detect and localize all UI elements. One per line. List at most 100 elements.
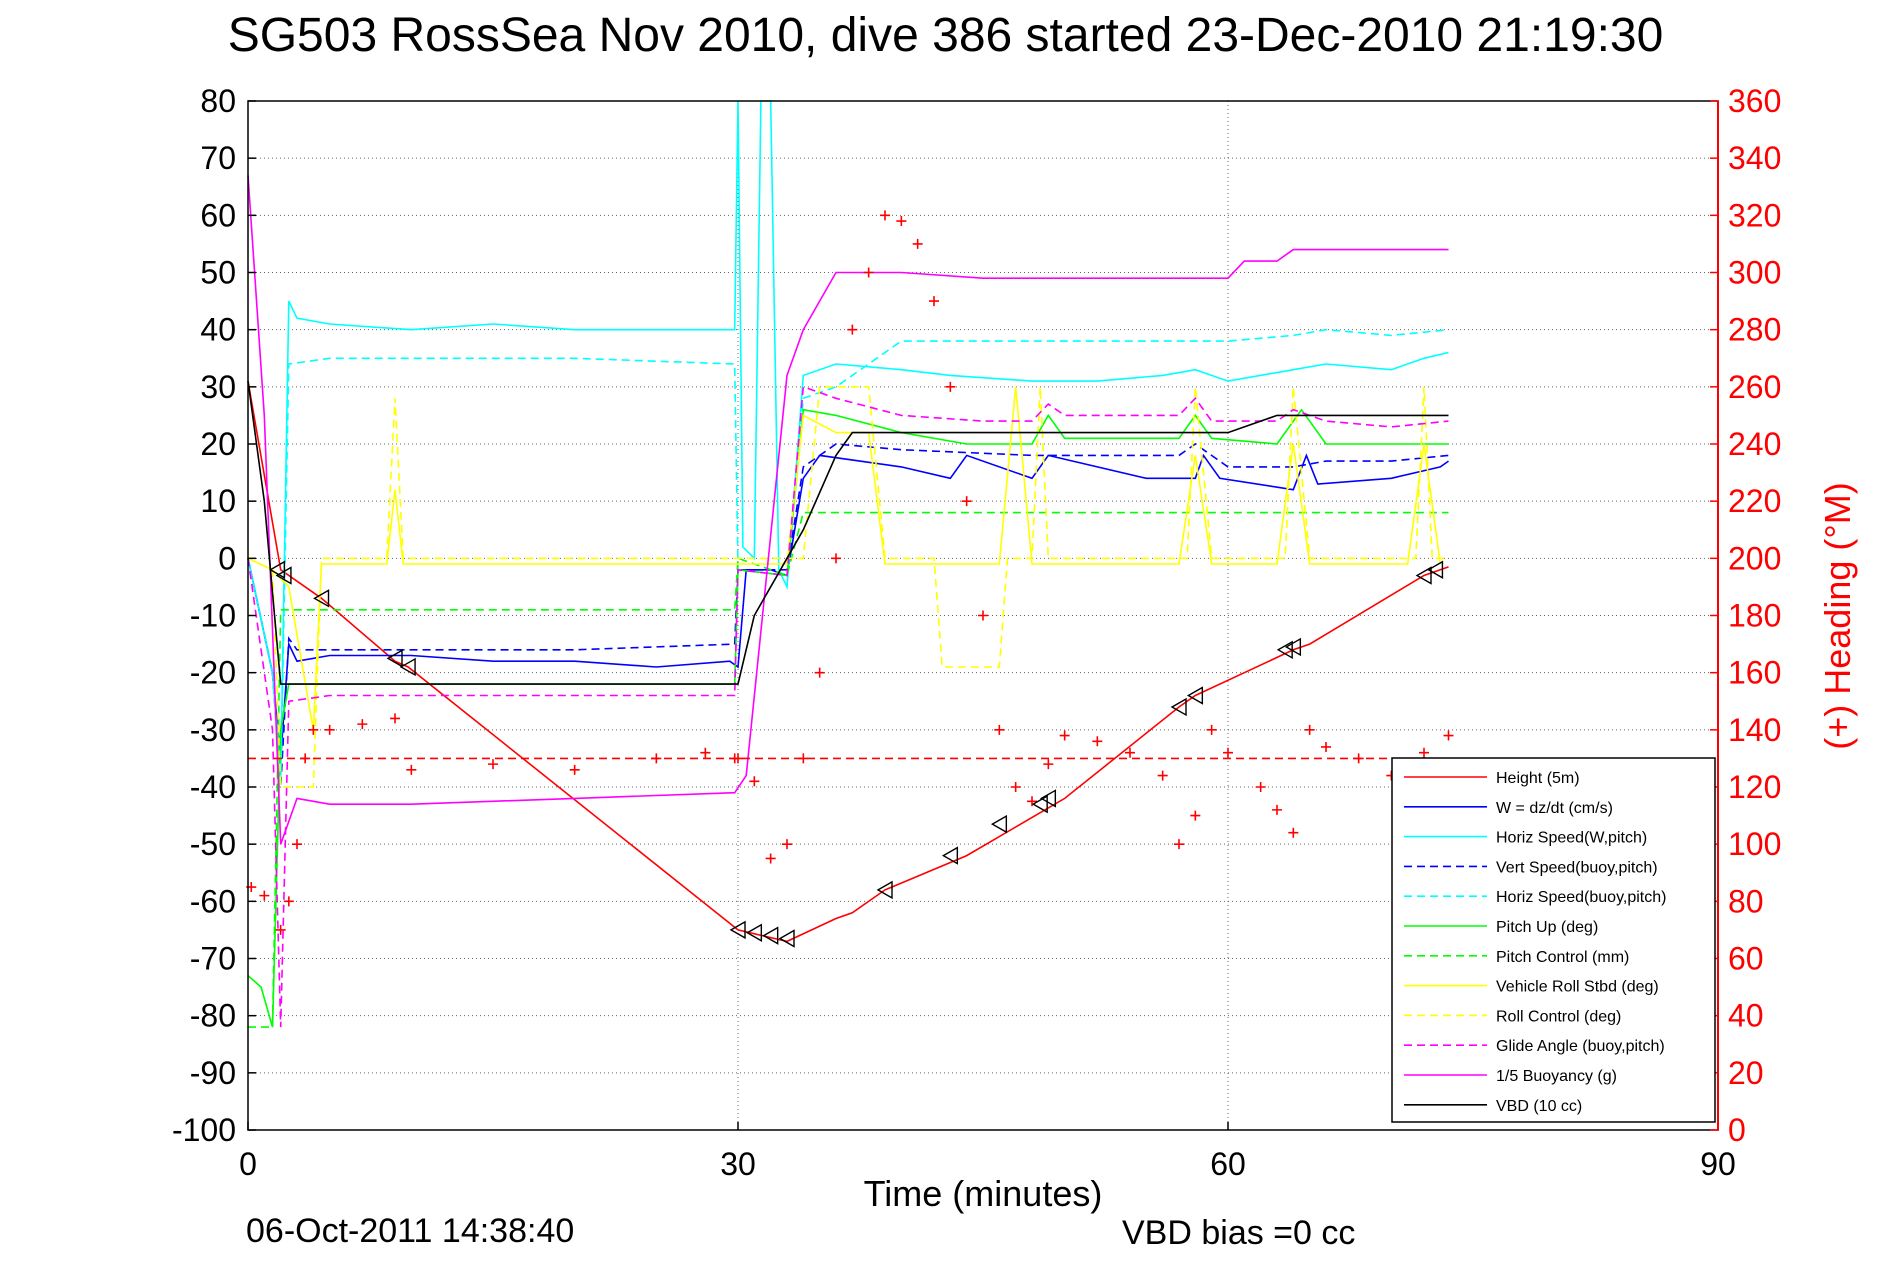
series-vert-speed-buoy-pitch [247,443,1449,788]
height-triangle-marker [1170,697,1187,717]
heading-marker [1272,804,1282,815]
y-right-tick-label: 100 [1728,826,1781,862]
heading-marker [847,324,858,335]
heading-marker [1010,782,1021,792]
y-tick-label: -20 [190,655,236,691]
series-roll-control-deg [247,386,1449,788]
y-tick-label: 60 [200,197,236,233]
y-right-tick-label: 80 [1728,883,1764,919]
heading-marker [1223,747,1233,758]
series-pitch-up-deg [247,408,1449,1028]
heading-marker [945,381,956,392]
y-tick-label: 10 [200,483,236,519]
height-triangle-marker [1415,566,1432,585]
y-tick-label: -40 [190,769,236,805]
y-tick-label: 80 [200,83,236,119]
y-tick-label: -50 [190,826,236,862]
heading-marker [1092,736,1103,747]
height-markers [268,560,1444,948]
heading-marker [308,724,319,735]
heading-marker [390,713,400,724]
heading-marker [1419,747,1429,758]
height-triangle-marker [762,926,779,945]
legend: Height (5m) W = dz/dt (cm/s) Horiz Speed(W… [1391,757,1716,1123]
heading-marker [929,296,939,307]
legend-label: VBD (10 cc) [1496,1098,1582,1115]
y-tick-label: -70 [190,941,236,977]
legend-label: Horiz Speed(buoy,pitch) [1496,889,1666,906]
height-triangle-marker [876,880,893,900]
heading-marker [1206,724,1217,735]
legend-label: Vehicle Roll Stbd (deg) [1496,979,1659,996]
series-glide-angle-buoy-pitch [247,385,1449,1028]
heading-marker [749,776,760,787]
y-right-tick-label: 220 [1728,483,1781,519]
heading-marker [283,896,294,907]
series-heading [246,210,1454,935]
y-tick-label: 50 [200,255,236,291]
height-triangle-marker [1186,686,1204,705]
y-right-tick-label: 160 [1728,655,1781,691]
legend-label: Height (5m) [1496,770,1580,787]
heading-marker [765,853,776,864]
legend-label: Vert Speed(buoy,pitch) [1496,859,1658,876]
y-right-tick-label: 240 [1728,426,1781,462]
heading-marker [880,210,890,221]
heading-marker [357,719,368,730]
x-axis-label: Time (minutes) [864,1173,1103,1214]
y-tick-label: -60 [190,883,236,919]
legend-label: W = dz/dt (cm/s) [1496,800,1613,817]
heading-marker [863,267,874,278]
legend-label: 1/5 Buoyancy (g) [1496,1068,1617,1085]
height-triangle-marker [729,920,746,940]
height-triangle-marker [745,923,763,942]
heading-marker [912,238,923,249]
height-triangle-marker [268,560,286,579]
series-1-5-buoyancy-g [247,175,1449,845]
heading-marker [994,724,1005,735]
heading-marker [1255,782,1266,792]
heading-marker [1321,741,1331,752]
x-tick-label: 30 [720,1146,756,1182]
legend-box [1391,757,1716,1123]
y-tick-label: -10 [190,598,236,634]
series-horiz-speed-buoy-pitch [247,328,1449,788]
heading-marker [275,924,286,935]
x-tick-label: 90 [1700,1146,1736,1182]
heading-marker [896,216,907,227]
x-tick-label: 60 [1210,1146,1246,1182]
heading-marker [1125,747,1135,758]
legend-label: Horiz Speed(W,pitch) [1496,830,1647,847]
height-triangle-marker [941,846,959,865]
y-tick-label: 40 [200,312,236,348]
heading-marker [1190,810,1201,821]
y-right-tick-label: 140 [1728,712,1781,748]
y-right-tick-label: 280 [1728,312,1781,348]
x-tick-label: 0 [239,1146,257,1182]
vbd-bias-label: VBD bias =0 cc [1122,1214,1356,1252]
heading-marker [831,553,841,564]
y-right-tick-label: 180 [1728,598,1781,634]
height-triangle-marker [275,566,292,585]
height-triangle-marker [1284,637,1302,657]
y-right-tick-label: 120 [1728,769,1781,805]
heading-marker [814,667,825,678]
y-right-tick-label: 360 [1728,83,1781,119]
y-tick-label: 70 [200,140,236,176]
y-right-tick-label: 300 [1728,255,1781,291]
heading-marker [782,839,792,850]
heading-marker [259,890,270,901]
series-vbd-10-cc [247,380,1449,685]
heading-marker [700,747,711,758]
y-axis-right-label: (+) Heading (°M) [1817,482,1858,749]
height-triangle-marker [1031,794,1048,814]
height-triangle-marker [399,657,416,677]
y-right-tick-label: 320 [1728,197,1781,233]
heading-marker [1174,839,1184,850]
series-layer [246,100,1454,1028]
legend-label: Roll Control (deg) [1496,1008,1621,1025]
heading-marker [406,764,417,775]
y-tick-label: -30 [190,712,236,748]
y-right-tick-label: 340 [1728,140,1781,176]
